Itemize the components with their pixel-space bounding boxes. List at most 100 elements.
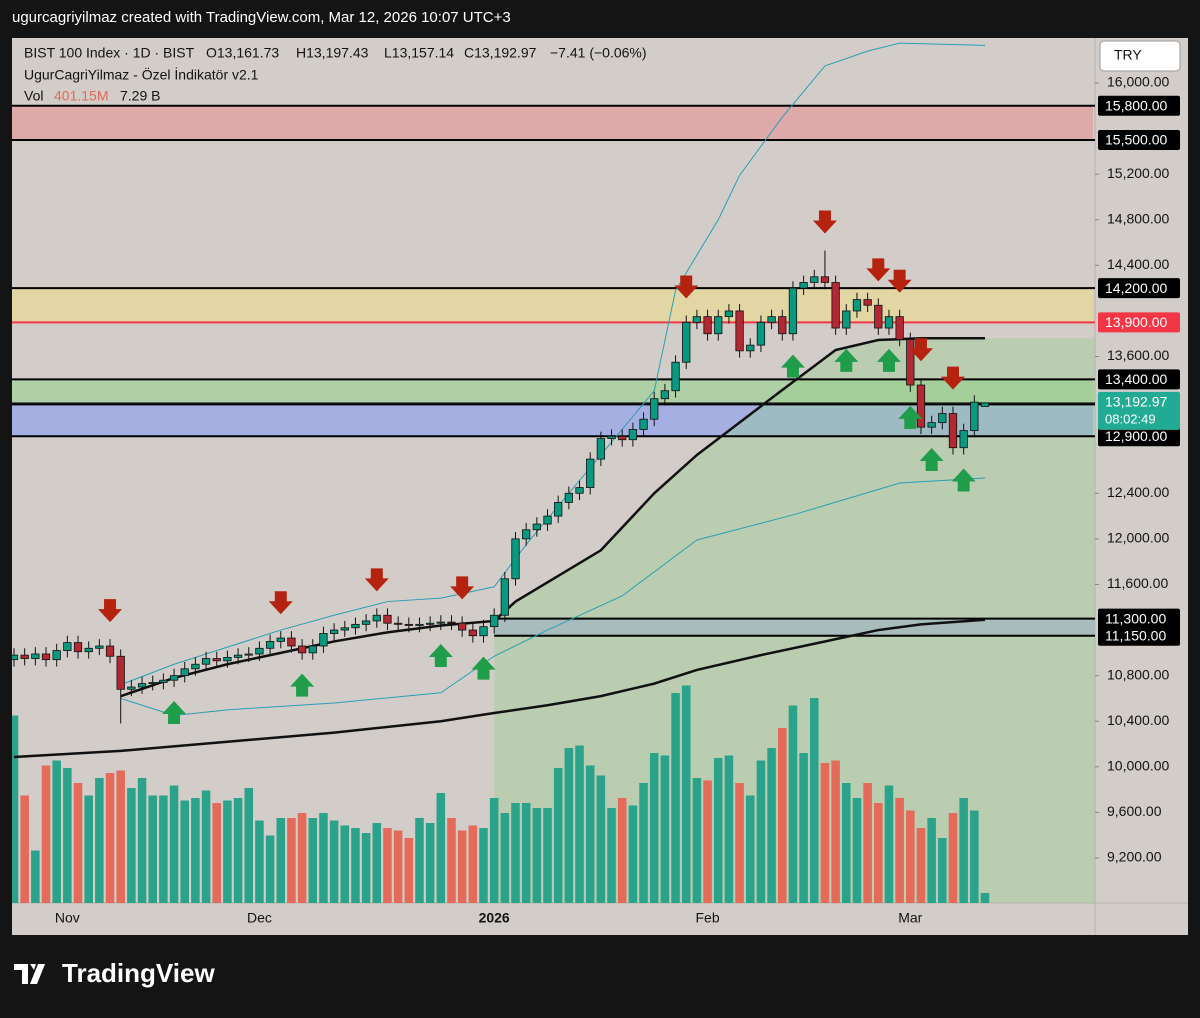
candle-body	[458, 622, 467, 631]
candle-body	[319, 633, 328, 647]
volume-bar	[297, 813, 307, 903]
volume-bar	[127, 788, 136, 903]
candle-body	[137, 683, 147, 688]
volume-bar	[607, 808, 616, 903]
sell-arrow	[450, 576, 475, 600]
volume-bar	[265, 835, 275, 903]
candle-body	[564, 492, 573, 503]
x-tick-label: Feb	[696, 910, 720, 926]
price-label-box	[1098, 625, 1180, 646]
candle-body	[372, 614, 381, 622]
candle-body	[831, 282, 840, 329]
volume-bar	[799, 753, 808, 903]
volume-bar	[713, 758, 723, 903]
candle-body	[404, 623, 413, 626]
volume-bar	[84, 795, 93, 903]
volume-bar	[884, 785, 894, 903]
volume-bar	[617, 798, 627, 903]
x-tick-label: Nov	[55, 910, 80, 926]
price-label-box	[1098, 312, 1180, 333]
volume-bar	[479, 828, 488, 903]
candle-body	[778, 316, 787, 335]
x-tick-label: Dec	[247, 910, 272, 926]
volume-bar	[863, 783, 872, 903]
candle-body	[415, 623, 424, 626]
candle-body	[852, 299, 862, 312]
volume-bar	[255, 820, 264, 903]
candle-body	[468, 629, 477, 637]
volume-bar	[703, 780, 712, 903]
price-label: 13,400.00	[1105, 371, 1167, 387]
candle-body	[703, 316, 712, 335]
volume-bar	[692, 778, 702, 903]
volume-bar	[319, 813, 328, 903]
currency-button[interactable]	[1099, 40, 1181, 72]
brand: TradingView	[62, 958, 215, 988]
vol-title: Vol	[24, 88, 43, 104]
price-label-box	[1098, 608, 1180, 629]
candle-body	[340, 627, 349, 631]
candle-body	[906, 339, 915, 386]
candle-body	[436, 621, 445, 624]
volume-bar	[553, 768, 563, 903]
sell-arrow	[364, 568, 389, 592]
candle-body	[820, 276, 830, 283]
price-label: 11,300.00	[1105, 610, 1166, 626]
buy-arrow	[471, 656, 496, 680]
volume-bar	[351, 828, 360, 903]
volume-bar	[447, 818, 456, 903]
candle-body	[159, 679, 168, 683]
y-tick-label: 15,200.00	[1107, 165, 1169, 181]
candle-body	[447, 621, 456, 624]
volume-bar	[521, 803, 531, 903]
ohlc: L13,157.14	[384, 45, 454, 61]
price-label-box	[1098, 129, 1180, 150]
candle-body	[180, 668, 189, 677]
candle-body	[308, 645, 317, 654]
vol-value: 401.15M	[54, 88, 108, 104]
candle-body	[233, 654, 243, 658]
candle-body	[265, 641, 275, 649]
candle-body	[212, 658, 221, 662]
volume-bar	[148, 795, 157, 903]
indicator: UgurCagriYilmaz - Özel İndikatör v2.1	[24, 66, 259, 83]
currency[interactable]: TRY	[1114, 47, 1142, 63]
candle-body	[20, 654, 29, 659]
volume-bar	[489, 798, 499, 903]
candle-body	[84, 647, 93, 653]
zone	[12, 379, 1093, 403]
volume-bar	[180, 800, 189, 903]
volume-bar	[916, 828, 926, 903]
candle-body	[393, 622, 403, 625]
price-label-box	[1098, 278, 1180, 299]
x-tick-label: Mar	[898, 910, 922, 926]
sell-arrow	[887, 269, 912, 293]
logo	[14, 964, 45, 984]
y-tick-label: 10,400.00	[1107, 712, 1169, 728]
indicator-line	[120, 337, 985, 698]
candle-body	[127, 686, 136, 690]
candle-body	[714, 316, 723, 335]
change: −7.41 (−0.06%)	[550, 45, 647, 61]
candle-body	[95, 645, 104, 649]
volume-bar	[201, 790, 211, 903]
buy-arrow	[834, 348, 859, 372]
candle-body	[554, 502, 563, 517]
countdown: 08:02:49	[1105, 411, 1156, 426]
price-label: 15,500.00	[1105, 132, 1167, 148]
candle-body	[191, 663, 200, 670]
candle-body	[31, 653, 40, 659]
volume-bar	[372, 823, 382, 903]
volume-bar	[585, 765, 595, 903]
price-label: 13,900.00	[1105, 314, 1167, 330]
ohlc: H13,197.43	[296, 45, 369, 61]
volume-bar	[329, 820, 339, 903]
volume-bar	[457, 830, 467, 903]
candle-body	[607, 435, 616, 439]
candle-body	[842, 310, 851, 329]
volume-bar	[671, 693, 680, 903]
y-tick-label: 11,600.00	[1107, 575, 1168, 591]
candle-body	[287, 637, 296, 647]
volume-bar	[468, 825, 478, 903]
